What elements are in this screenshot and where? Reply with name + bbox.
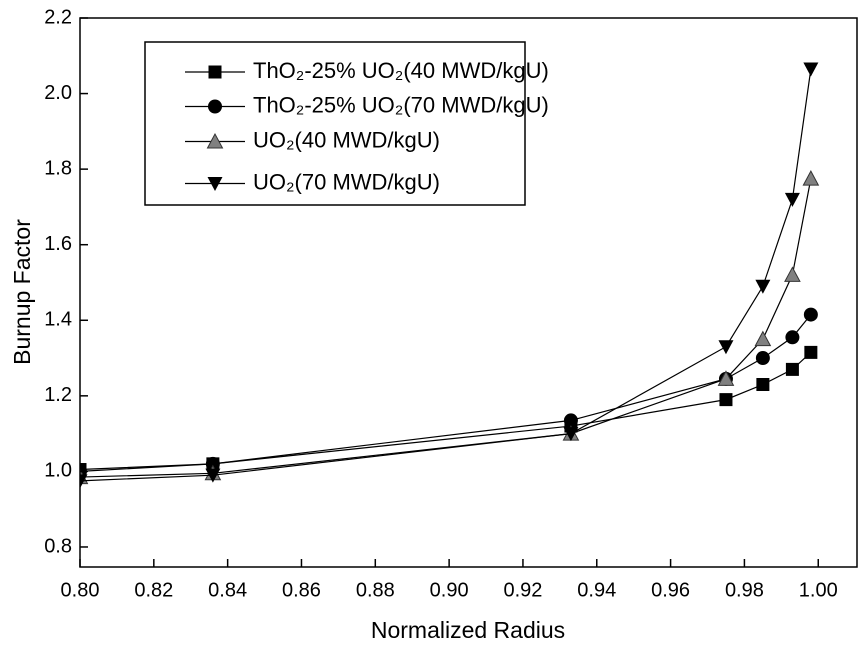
legend-marker	[208, 99, 222, 114]
marker	[205, 468, 221, 483]
y-tick-label: 1.6	[44, 233, 72, 255]
marker	[563, 427, 579, 442]
x-tick-label: 0.86	[282, 579, 321, 601]
y-tick-label: 1.8	[44, 157, 72, 179]
series-line	[80, 178, 812, 478]
marker	[717, 370, 735, 386]
marker	[205, 456, 220, 471]
x-tick-label: 0.92	[503, 579, 542, 601]
marker	[803, 62, 819, 77]
y-tick-label: 1.2	[44, 384, 72, 406]
legend-marker	[208, 65, 222, 79]
marker	[718, 340, 734, 355]
x-tick-label: 0.98	[725, 579, 764, 601]
marker	[802, 170, 820, 186]
x-tick-label: 0.88	[356, 579, 395, 601]
marker	[784, 192, 800, 207]
x-tick-label: 0.84	[208, 579, 247, 601]
marker	[756, 378, 770, 392]
plot-frame	[79, 17, 858, 568]
legend-label: ThO₂-25% UO₂(70 MWD/kgU)	[253, 92, 549, 117]
legend-label: ThO₂-25% UO₂(40 MWD/kgU)	[253, 58, 549, 83]
x-tick-label: 0.90	[430, 579, 469, 601]
x-tick-label: 0.80	[61, 579, 100, 601]
marker	[755, 279, 771, 294]
marker	[563, 413, 578, 428]
x-axis-title: Normalized Radius	[371, 617, 565, 643]
x-tick-label: 0.96	[651, 579, 690, 601]
legend-label: UO₂(40 MWD/kgU)	[253, 127, 440, 152]
y-tick-label: 1.0	[44, 460, 72, 482]
y-tick-label: 1.4	[44, 309, 72, 331]
legend-label: UO₂(70 MWD/kgU)	[253, 169, 440, 194]
y-axis-title: Burnup Factor	[9, 219, 35, 365]
series-line	[80, 351, 812, 471]
x-tick-label: 1.00	[799, 579, 838, 601]
marker	[755, 351, 770, 366]
y-tick-label: 0.8	[44, 535, 72, 557]
legend-marker	[207, 177, 223, 191]
marker	[803, 307, 818, 322]
y-tick-label: 2.2	[44, 6, 72, 28]
marker	[754, 330, 772, 347]
legend-marker	[206, 132, 224, 149]
y-tick-label: 2.0	[44, 82, 72, 104]
x-tick-label: 0.82	[134, 579, 173, 601]
marker	[784, 266, 801, 282]
marker	[804, 345, 818, 359]
marker	[719, 393, 733, 407]
marker	[785, 362, 799, 376]
marker	[785, 330, 800, 345]
marker	[80, 474, 88, 489]
x-tick-label: 0.94	[577, 579, 616, 601]
